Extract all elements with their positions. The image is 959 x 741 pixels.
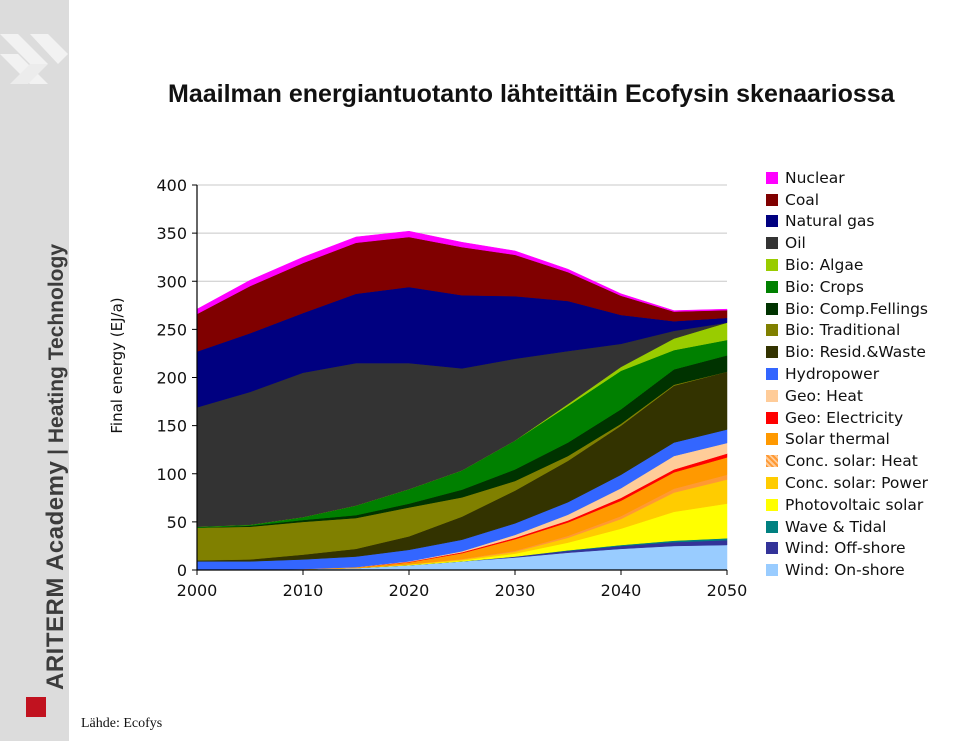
legend-label: Coal — [785, 190, 820, 209]
legend-item: Geo: Heat — [766, 385, 956, 407]
legend-item: Bio: Traditional — [766, 320, 956, 342]
x-tick-label: 2010 — [283, 581, 324, 600]
legend-swatch — [766, 411, 778, 424]
legend-label: Wind: On-shore — [785, 561, 905, 580]
legend-label: Hydropower — [785, 365, 880, 384]
legend-swatch — [766, 280, 778, 293]
legend-swatch — [766, 368, 778, 381]
legend-item: Hydropower — [766, 363, 956, 385]
source-note: Lähde: Ecofys — [81, 716, 163, 731]
legend-label: Nuclear — [785, 168, 845, 187]
y-tick-label: 100 — [156, 465, 187, 484]
brand-separator: | — [45, 443, 68, 461]
legend-label: Conc. solar: Heat — [785, 452, 918, 471]
legend-swatch — [766, 259, 778, 272]
legend-item: Bio: Crops — [766, 276, 956, 298]
legend-swatch — [766, 193, 778, 206]
x-tick-label: 2030 — [495, 581, 536, 600]
legend-label: Wind: Off-shore — [785, 539, 906, 558]
y-tick-label: 200 — [156, 369, 187, 388]
legend-swatch — [766, 455, 778, 468]
y-tick-label: 300 — [156, 272, 187, 291]
legend-swatch — [766, 302, 778, 315]
legend-label: Bio: Comp.Fellings — [785, 299, 929, 318]
legend-swatch — [766, 171, 778, 184]
chevron-logo-icon — [0, 34, 68, 84]
legend-item: Solar thermal — [766, 429, 956, 451]
legend-swatch — [766, 389, 778, 402]
legend-item: Wind: On-shore — [766, 559, 956, 581]
legend-swatch — [766, 237, 778, 250]
legend-item: Coal — [766, 189, 956, 211]
area-nuclear — [196, 230, 728, 315]
legend-swatch — [766, 433, 778, 446]
legend-swatch — [766, 477, 778, 490]
legend-label: Geo: Electricity — [785, 408, 904, 427]
x-tick-label: 2020 — [389, 581, 430, 600]
legend-item: Natural gas — [766, 211, 956, 233]
y-tick-label: 150 — [156, 417, 187, 436]
energy-area-chart: 0 50 100 150 200 250 300 350 400 2000 2010 2020 2030… — [108, 176, 748, 600]
legend-item: Conc. solar: Power — [766, 472, 956, 494]
legend-swatch — [766, 215, 778, 228]
brand-name: ARITERM Academy — [42, 460, 69, 690]
legend-swatch — [766, 346, 778, 359]
brand-text: ARITERM Academy | Heating Technology — [42, 244, 70, 690]
brand-tagline: Heating Technology — [45, 244, 68, 444]
brand-square-icon — [26, 697, 46, 717]
legend-item: Oil — [766, 232, 956, 254]
chart-legend: Nuclear Coal Natural gas Oil Bio: Algae Bio: … — [766, 167, 956, 581]
x-tick-label: 2050 — [707, 581, 748, 600]
legend-label: Bio: Algae — [785, 256, 864, 275]
legend-item: Bio: Resid.&Waste — [766, 341, 956, 363]
legend-swatch — [766, 520, 778, 533]
y-tick-label: 0 — [177, 561, 187, 580]
legend-swatch — [766, 324, 778, 337]
legend-label: Oil — [785, 234, 806, 253]
y-tick-label: 350 — [156, 224, 187, 243]
legend-label: Natural gas — [785, 212, 875, 231]
legend-label: Solar thermal — [785, 430, 890, 449]
legend-item: Nuclear — [766, 167, 956, 189]
legend-label: Bio: Crops — [785, 277, 864, 296]
legend-label: Bio: Traditional — [785, 321, 901, 340]
legend-label: Photovoltaic solar — [785, 495, 924, 514]
legend-swatch — [766, 564, 778, 577]
legend-label: Bio: Resid.&Waste — [785, 343, 926, 362]
legend-item: Geo: Electricity — [766, 407, 956, 429]
legend-item: Bio: Comp.Fellings — [766, 298, 956, 320]
slide-title: Maailman energiantuotanto lähteittäin Ec… — [168, 80, 895, 108]
x-tick-label: 2040 — [601, 581, 642, 600]
legend-item: Bio: Algae — [766, 254, 956, 276]
y-tick-label: 250 — [156, 320, 187, 339]
legend-label: Conc. solar: Power — [785, 474, 928, 493]
legend-item: Wind: Off-shore — [766, 538, 956, 560]
x-tick-label: 2000 — [177, 581, 218, 600]
y-axis-label: Final energy (EJ/a) — [108, 297, 126, 433]
y-tick-label: 50 — [167, 513, 187, 532]
legend-label: Geo: Heat — [785, 386, 863, 405]
legend-item: Wave & Tidal — [766, 516, 956, 538]
brand-sidebar: ARITERM Academy | Heating Technology — [0, 0, 69, 741]
y-tick-label: 400 — [156, 176, 187, 195]
legend-swatch — [766, 542, 778, 555]
legend-item: Photovoltaic solar — [766, 494, 956, 516]
legend-item: Conc. solar: Heat — [766, 450, 956, 472]
legend-swatch — [766, 498, 778, 511]
legend-label: Wave & Tidal — [785, 517, 887, 536]
